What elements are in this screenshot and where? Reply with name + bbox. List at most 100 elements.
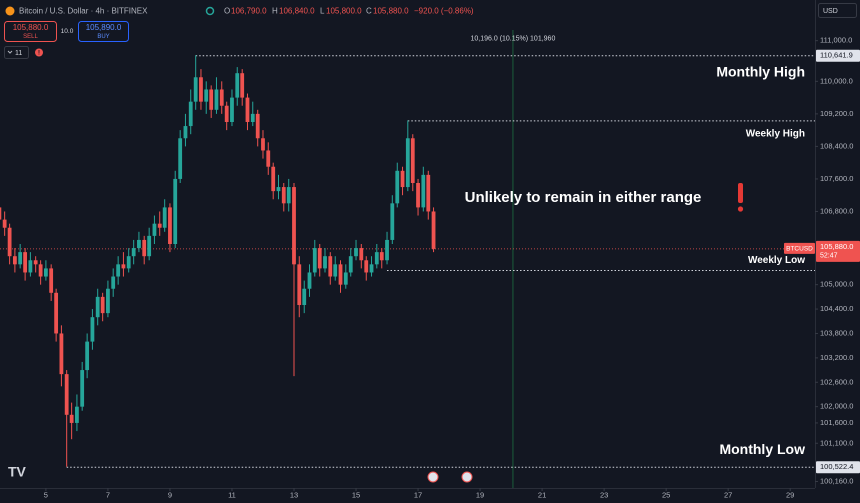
sell-label: SELL [23, 34, 38, 40]
candle-body [281, 187, 286, 204]
change: −920.0 (−0.86%) [414, 7, 474, 16]
price-tag-label: 100,522.4 [820, 462, 853, 471]
candle-body [33, 260, 38, 265]
candle-body [292, 187, 296, 265]
currency-button[interactable] [818, 3, 857, 18]
candle-body [235, 73, 240, 98]
candle-body [286, 187, 291, 204]
y-tick-label: 101,600.0 [820, 418, 853, 427]
candle-body [18, 252, 23, 265]
candle-body [38, 264, 43, 277]
candle-body [431, 211, 436, 249]
candle-body [12, 256, 17, 265]
ohlc-label: C [366, 7, 372, 16]
event-icon[interactable] [427, 471, 439, 483]
last-price-tag [816, 240, 860, 262]
exclamation-dot [737, 206, 744, 212]
annotation: Unlikely to remain in either range [465, 189, 702, 206]
error-glyph: ! [38, 51, 40, 57]
candle-body [183, 126, 188, 139]
candle-body [374, 252, 379, 265]
candle-body [400, 170, 405, 188]
candle-body [379, 252, 384, 261]
sell-button[interactable] [4, 21, 57, 42]
candle-body [224, 105, 229, 122]
candle-body [416, 183, 420, 208]
y-tick-label: 103,800.0 [820, 328, 853, 337]
candle-body [276, 187, 281, 192]
error-icon[interactable] [35, 48, 43, 57]
y-tick-label: 107,600.0 [820, 174, 853, 183]
candle-body [43, 268, 48, 277]
market-status [205, 6, 215, 16]
y-tick-label: 109,200.0 [820, 109, 853, 118]
candle-body [54, 292, 59, 334]
x-tick-label: 7 [106, 490, 110, 499]
sell-price: 105,880.0 [13, 23, 49, 32]
indicator-toggle[interactable] [4, 46, 29, 59]
measure-label: 10,196.0 (10.15%) 101,960 [471, 35, 556, 42]
candle-body [266, 150, 271, 167]
candle-body [302, 288, 307, 305]
level-label: Weekly High [746, 129, 805, 140]
y-tick-label: 104,400.0 [820, 304, 853, 313]
candle-body [2, 219, 7, 228]
y-tick-label: 102,000.0 [820, 402, 853, 411]
x-tick-label: 23 [600, 490, 608, 499]
candle-body [359, 248, 364, 261]
candle-body [369, 264, 374, 273]
symbol-tag-label: BTCUSD [786, 246, 813, 253]
buy-button[interactable] [78, 21, 129, 42]
ohlc-label: L [320, 7, 325, 16]
y-tick-label: 106,800.0 [820, 206, 853, 215]
candle-body [80, 370, 85, 407]
labels: 111,000.0 110,000.0 109,200.0 108,400.0 107,… [44, 35, 860, 499]
price-tag [816, 49, 860, 62]
candle-body [245, 97, 250, 122]
candle-body [162, 207, 167, 228]
candle-body [333, 264, 338, 277]
candle-body [390, 203, 395, 240]
candle-body [75, 406, 79, 423]
candle-body [152, 223, 157, 236]
y-tick-label: 102,600.0 [820, 377, 853, 386]
buy-label: BUY [97, 34, 109, 40]
candle-body [328, 256, 333, 277]
candle-body [49, 268, 54, 293]
candle-body [28, 260, 33, 273]
candle-body [85, 341, 90, 371]
candle-body [23, 252, 28, 273]
x-tick-label: 27 [724, 490, 732, 499]
candle-body [312, 248, 317, 273]
candle-body [178, 138, 183, 179]
candle-body [147, 235, 152, 257]
price-tag-label: 110,641.9 [820, 51, 853, 60]
candle-body [69, 414, 74, 423]
candle-body [131, 248, 136, 257]
event-icon[interactable] [461, 471, 473, 483]
candle-body [421, 174, 426, 208]
x-tick-label: 25 [662, 490, 670, 499]
overlays [0, 30, 818, 491]
chevron [7, 50, 13, 54]
logo: TV [8, 464, 27, 480]
candle-body [209, 89, 214, 110]
candle-body [204, 89, 209, 102]
candle-body [173, 178, 178, 244]
ohlc-label: O [224, 7, 230, 16]
candle-body [410, 138, 415, 183]
currency: USD [823, 8, 838, 15]
candle-body [230, 97, 234, 122]
x-tick-label: 11 [228, 490, 236, 499]
candle-body [343, 272, 348, 285]
x-tick-label: 29 [786, 490, 794, 499]
symbol-tag [784, 242, 815, 254]
candle-body [157, 223, 162, 228]
spread: 10.0 [61, 28, 74, 35]
y-tick-label: 100,160.0 [820, 476, 853, 485]
candle-body [7, 227, 12, 257]
level-label: Monthly High [716, 63, 805, 79]
level-label: Monthly Low [719, 441, 805, 457]
